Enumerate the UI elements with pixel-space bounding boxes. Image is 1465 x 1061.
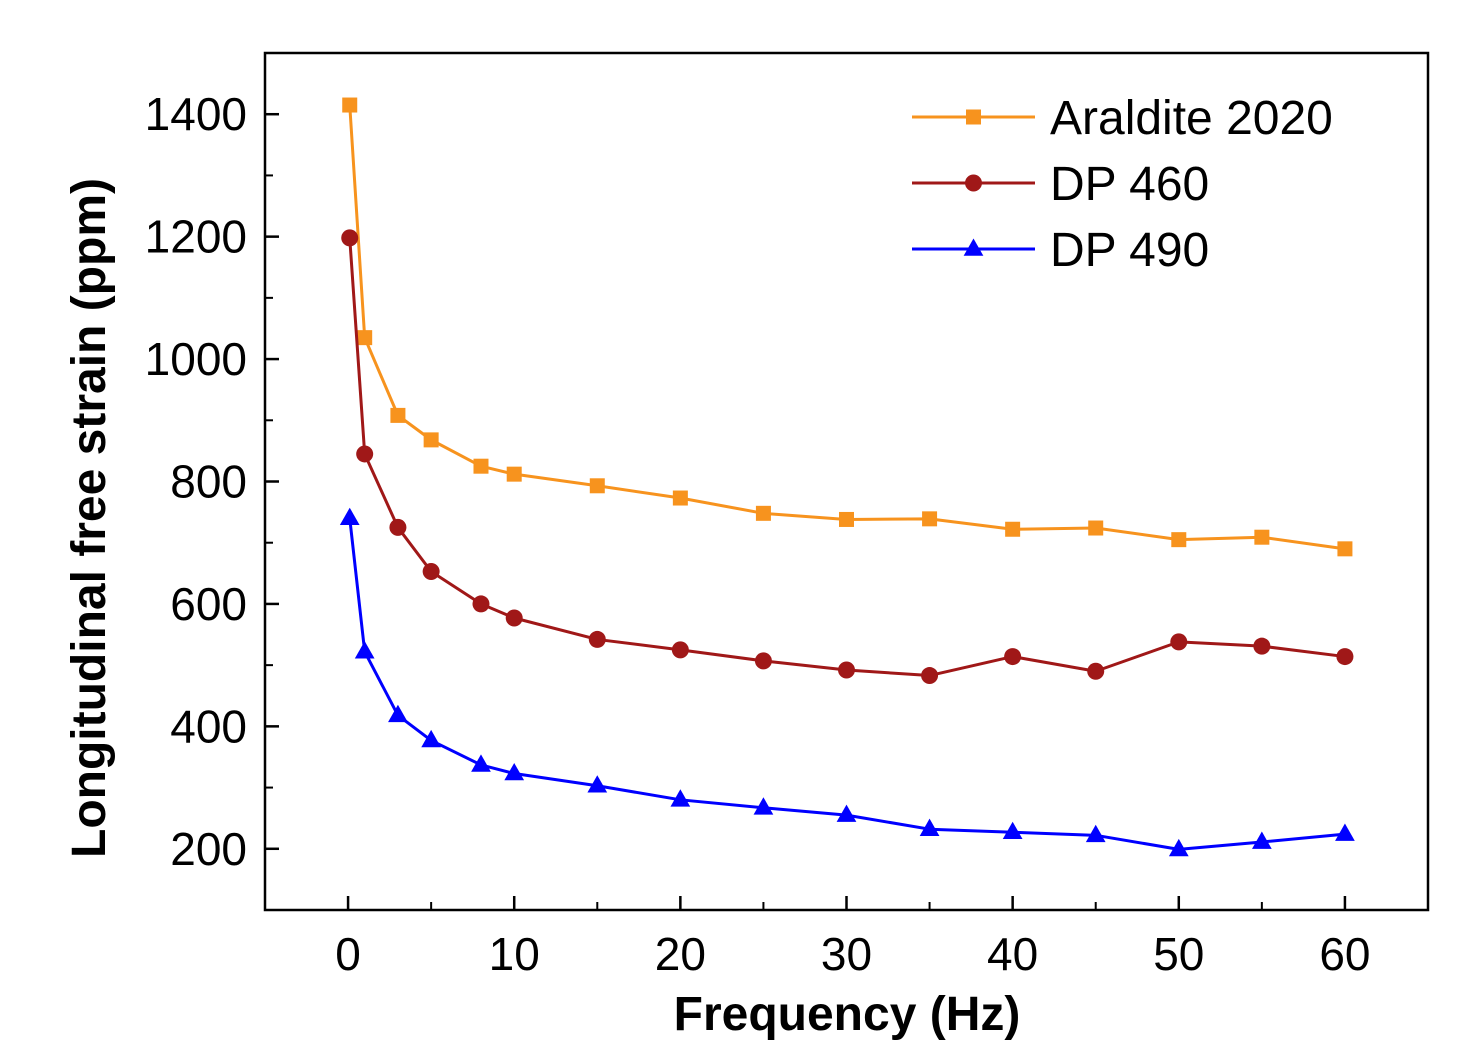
data-point: [1087, 662, 1105, 680]
data-point: [755, 505, 771, 521]
series-line: [348, 104, 1346, 551]
data-point: [588, 630, 606, 648]
data-point: [1337, 541, 1353, 557]
x-tick-label: 60: [1319, 928, 1370, 980]
axes-layer: 0 10 20 30 40 50 60 200 400 600 800 1000 1200 1400: [145, 51, 1430, 980]
data-point: [506, 466, 522, 482]
y-axis-title: Longitudinal free strain (ppm): [63, 178, 116, 858]
data-point: [753, 797, 774, 815]
data-point: [754, 652, 772, 670]
data-point: [356, 445, 374, 463]
data-point: [504, 762, 525, 781]
x-axis-title: Frequency (Hz): [674, 988, 1021, 1041]
data-point: [389, 518, 407, 536]
data-point: [1336, 648, 1354, 666]
data-point: [1088, 520, 1104, 536]
data-point: [838, 661, 855, 679]
data-point: [471, 754, 491, 772]
data-point: [921, 667, 939, 685]
plot-frame: [263, 51, 1430, 912]
series-layer: [339, 97, 1355, 857]
data-point: [357, 330, 373, 346]
data-point: [505, 609, 523, 627]
data-point: [671, 641, 689, 659]
series-line: [348, 518, 1346, 851]
series-line: [348, 237, 1346, 678]
data-point: [390, 407, 406, 423]
legend-label: DP 490: [1050, 224, 1209, 277]
y-tick-label: 400: [170, 700, 247, 752]
x-tick-label: 30: [821, 928, 872, 980]
legend-label: Araldite 2020: [1050, 92, 1333, 145]
legend-label: DP 460: [1050, 158, 1209, 211]
data-point: [1251, 831, 1272, 849]
legend: Araldite 2020 DP 460 DP 490: [912, 92, 1333, 277]
data-point: [472, 595, 490, 613]
data-point: [1171, 532, 1187, 548]
x-tick-label: 50: [1153, 928, 1204, 980]
legend-entry: Araldite 2020: [912, 92, 1333, 145]
data-point: [1005, 521, 1021, 537]
legend-entry: DP 460: [912, 158, 1209, 211]
y-tick-label: 1400: [145, 88, 247, 140]
series-araldite-2020: [342, 97, 1353, 557]
data-point: [421, 729, 442, 748]
data-point: [1170, 633, 1188, 651]
y-tick-label: 600: [170, 578, 247, 630]
y-tick-label: 1000: [145, 333, 247, 385]
x-tick-label: 0: [335, 928, 361, 980]
series-dp-490: [339, 507, 1355, 857]
y-tick-label: 800: [170, 456, 247, 508]
data-point: [1335, 823, 1355, 841]
y-tick-label: 200: [170, 823, 247, 875]
legend-marker: [963, 238, 984, 256]
data-point: [1168, 838, 1189, 857]
data-point: [339, 507, 360, 526]
data-point: [836, 804, 857, 822]
y-tick-label: 1200: [145, 211, 247, 263]
data-point: [423, 432, 439, 448]
x-tick-label: 10: [489, 928, 540, 980]
legend-marker: [965, 174, 982, 192]
data-point: [1004, 648, 1022, 666]
data-point: [342, 97, 358, 113]
legend-entry: DP 490: [912, 224, 1209, 277]
data-point: [670, 789, 691, 807]
data-point: [1002, 821, 1023, 840]
legend-marker: [966, 109, 981, 125]
x-tick-label: 40: [987, 928, 1038, 980]
data-point: [341, 229, 359, 247]
data-point: [922, 511, 938, 527]
data-point: [839, 511, 854, 527]
x-tick-label: 20: [655, 928, 706, 980]
data-point: [388, 704, 408, 723]
data-point: [919, 818, 940, 836]
data-point: [422, 562, 440, 580]
data-point: [587, 775, 608, 793]
data-point: [1085, 824, 1106, 843]
data-point: [354, 641, 375, 659]
data-point: [672, 490, 688, 506]
data-point: [473, 458, 489, 474]
series-dp-460: [341, 229, 1354, 685]
data-point: [1253, 637, 1271, 655]
data-point: [1254, 529, 1270, 545]
data-point: [589, 478, 605, 494]
